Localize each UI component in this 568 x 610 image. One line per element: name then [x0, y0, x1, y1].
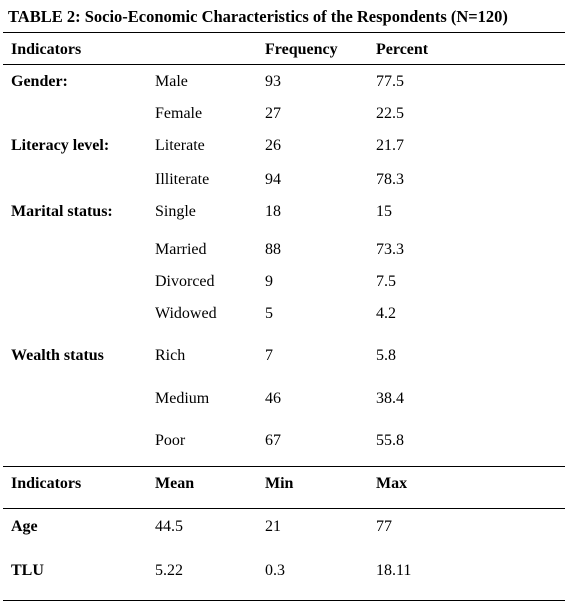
rule-top [3, 32, 565, 33]
group-label-gender: Gender: [11, 73, 68, 90]
frequency-cell: 93 [265, 73, 281, 90]
category-cell: Literate [155, 137, 205, 154]
mean-cell: 44.5 [155, 518, 183, 535]
table-row: Illiterate 94 78.3 [0, 170, 568, 190]
header2-indicators: Indicators [11, 475, 82, 492]
table-row: Widowed 5 4.2 [0, 304, 568, 324]
table-row: Single 18 15 [0, 202, 568, 222]
rule-header2 [3, 508, 565, 509]
category-cell: Single [155, 203, 196, 220]
percent-cell: 73.3 [376, 241, 404, 258]
frequency-cell: 94 [265, 171, 281, 188]
percent-cell: 22.5 [376, 105, 404, 122]
table-row: Rich 7 5.8 [0, 346, 568, 366]
stat-label: TLU [11, 562, 44, 579]
table-row: Female 27 22.5 [0, 104, 568, 124]
group-label-wealth: Wealth status [11, 347, 104, 364]
frequency-cell: 5 [265, 305, 273, 322]
header2-mean: Mean [155, 475, 195, 492]
category-cell: Poor [155, 432, 186, 449]
table-row: Married 88 73.3 [0, 240, 568, 260]
max-cell: 18.11 [376, 562, 412, 579]
rule-section2-top [3, 466, 565, 467]
min-cell: 21 [265, 518, 281, 535]
frequency-cell: 7 [265, 347, 273, 364]
percent-cell: 15 [376, 203, 392, 220]
table-row: Literate 26 21.7 [0, 136, 568, 156]
percent-cell: 4.2 [376, 305, 396, 322]
table-row: TLU 5.22 0.3 18.11 [0, 561, 568, 581]
percent-cell: 21.7 [376, 137, 404, 154]
table-row: Male 93 77.5 [0, 72, 568, 92]
category-cell: Rich [155, 347, 186, 364]
category-cell: Divorced [155, 273, 215, 290]
percent-cell: 38.4 [376, 390, 404, 407]
category-cell: Widowed [155, 305, 217, 322]
table-row: Age 44.5 21 77 [0, 517, 568, 537]
frequency-cell: 26 [265, 137, 281, 154]
min-cell: 0.3 [265, 562, 285, 579]
max-cell: 77 [376, 518, 392, 535]
category-cell: Male [155, 73, 188, 90]
group-label-marital: Marital status: [11, 203, 113, 220]
table-row: Medium 46 38.4 [0, 389, 568, 409]
category-cell: Medium [155, 390, 210, 407]
frequency-cell: 67 [265, 432, 281, 449]
table-caption: TABLE 2: Socio-Economic Characteristics … [8, 7, 508, 26]
category-cell: Married [155, 241, 207, 258]
percent-cell: 55.8 [376, 432, 404, 449]
rule-header1 [3, 64, 565, 65]
header-percent: Percent [376, 41, 429, 58]
frequency-cell: 9 [265, 273, 273, 290]
percent-cell: 7.5 [376, 273, 396, 290]
percent-cell: 5.8 [376, 347, 396, 364]
rule-bottom [3, 600, 565, 601]
table-row: Divorced 9 7.5 [0, 272, 568, 292]
frequency-cell: 46 [265, 390, 281, 407]
category-cell: Illiterate [155, 171, 210, 188]
stat-label: Age [11, 518, 38, 535]
frequency-cell: 27 [265, 105, 281, 122]
mean-cell: 5.22 [155, 562, 183, 579]
frequency-cell: 18 [265, 203, 281, 220]
header-frequency: Frequency [265, 41, 338, 58]
header2-max: Max [376, 475, 408, 492]
frequency-cell: 88 [265, 241, 281, 258]
group-label-literacy: Literacy level: [11, 137, 110, 154]
category-cell: Female [155, 105, 203, 122]
percent-cell: 78.3 [376, 171, 404, 188]
table-row: Poor 67 55.8 [0, 431, 568, 451]
header-indicators: Indicators [11, 41, 82, 58]
header2-min: Min [265, 475, 294, 492]
percent-cell: 77.5 [376, 73, 404, 90]
